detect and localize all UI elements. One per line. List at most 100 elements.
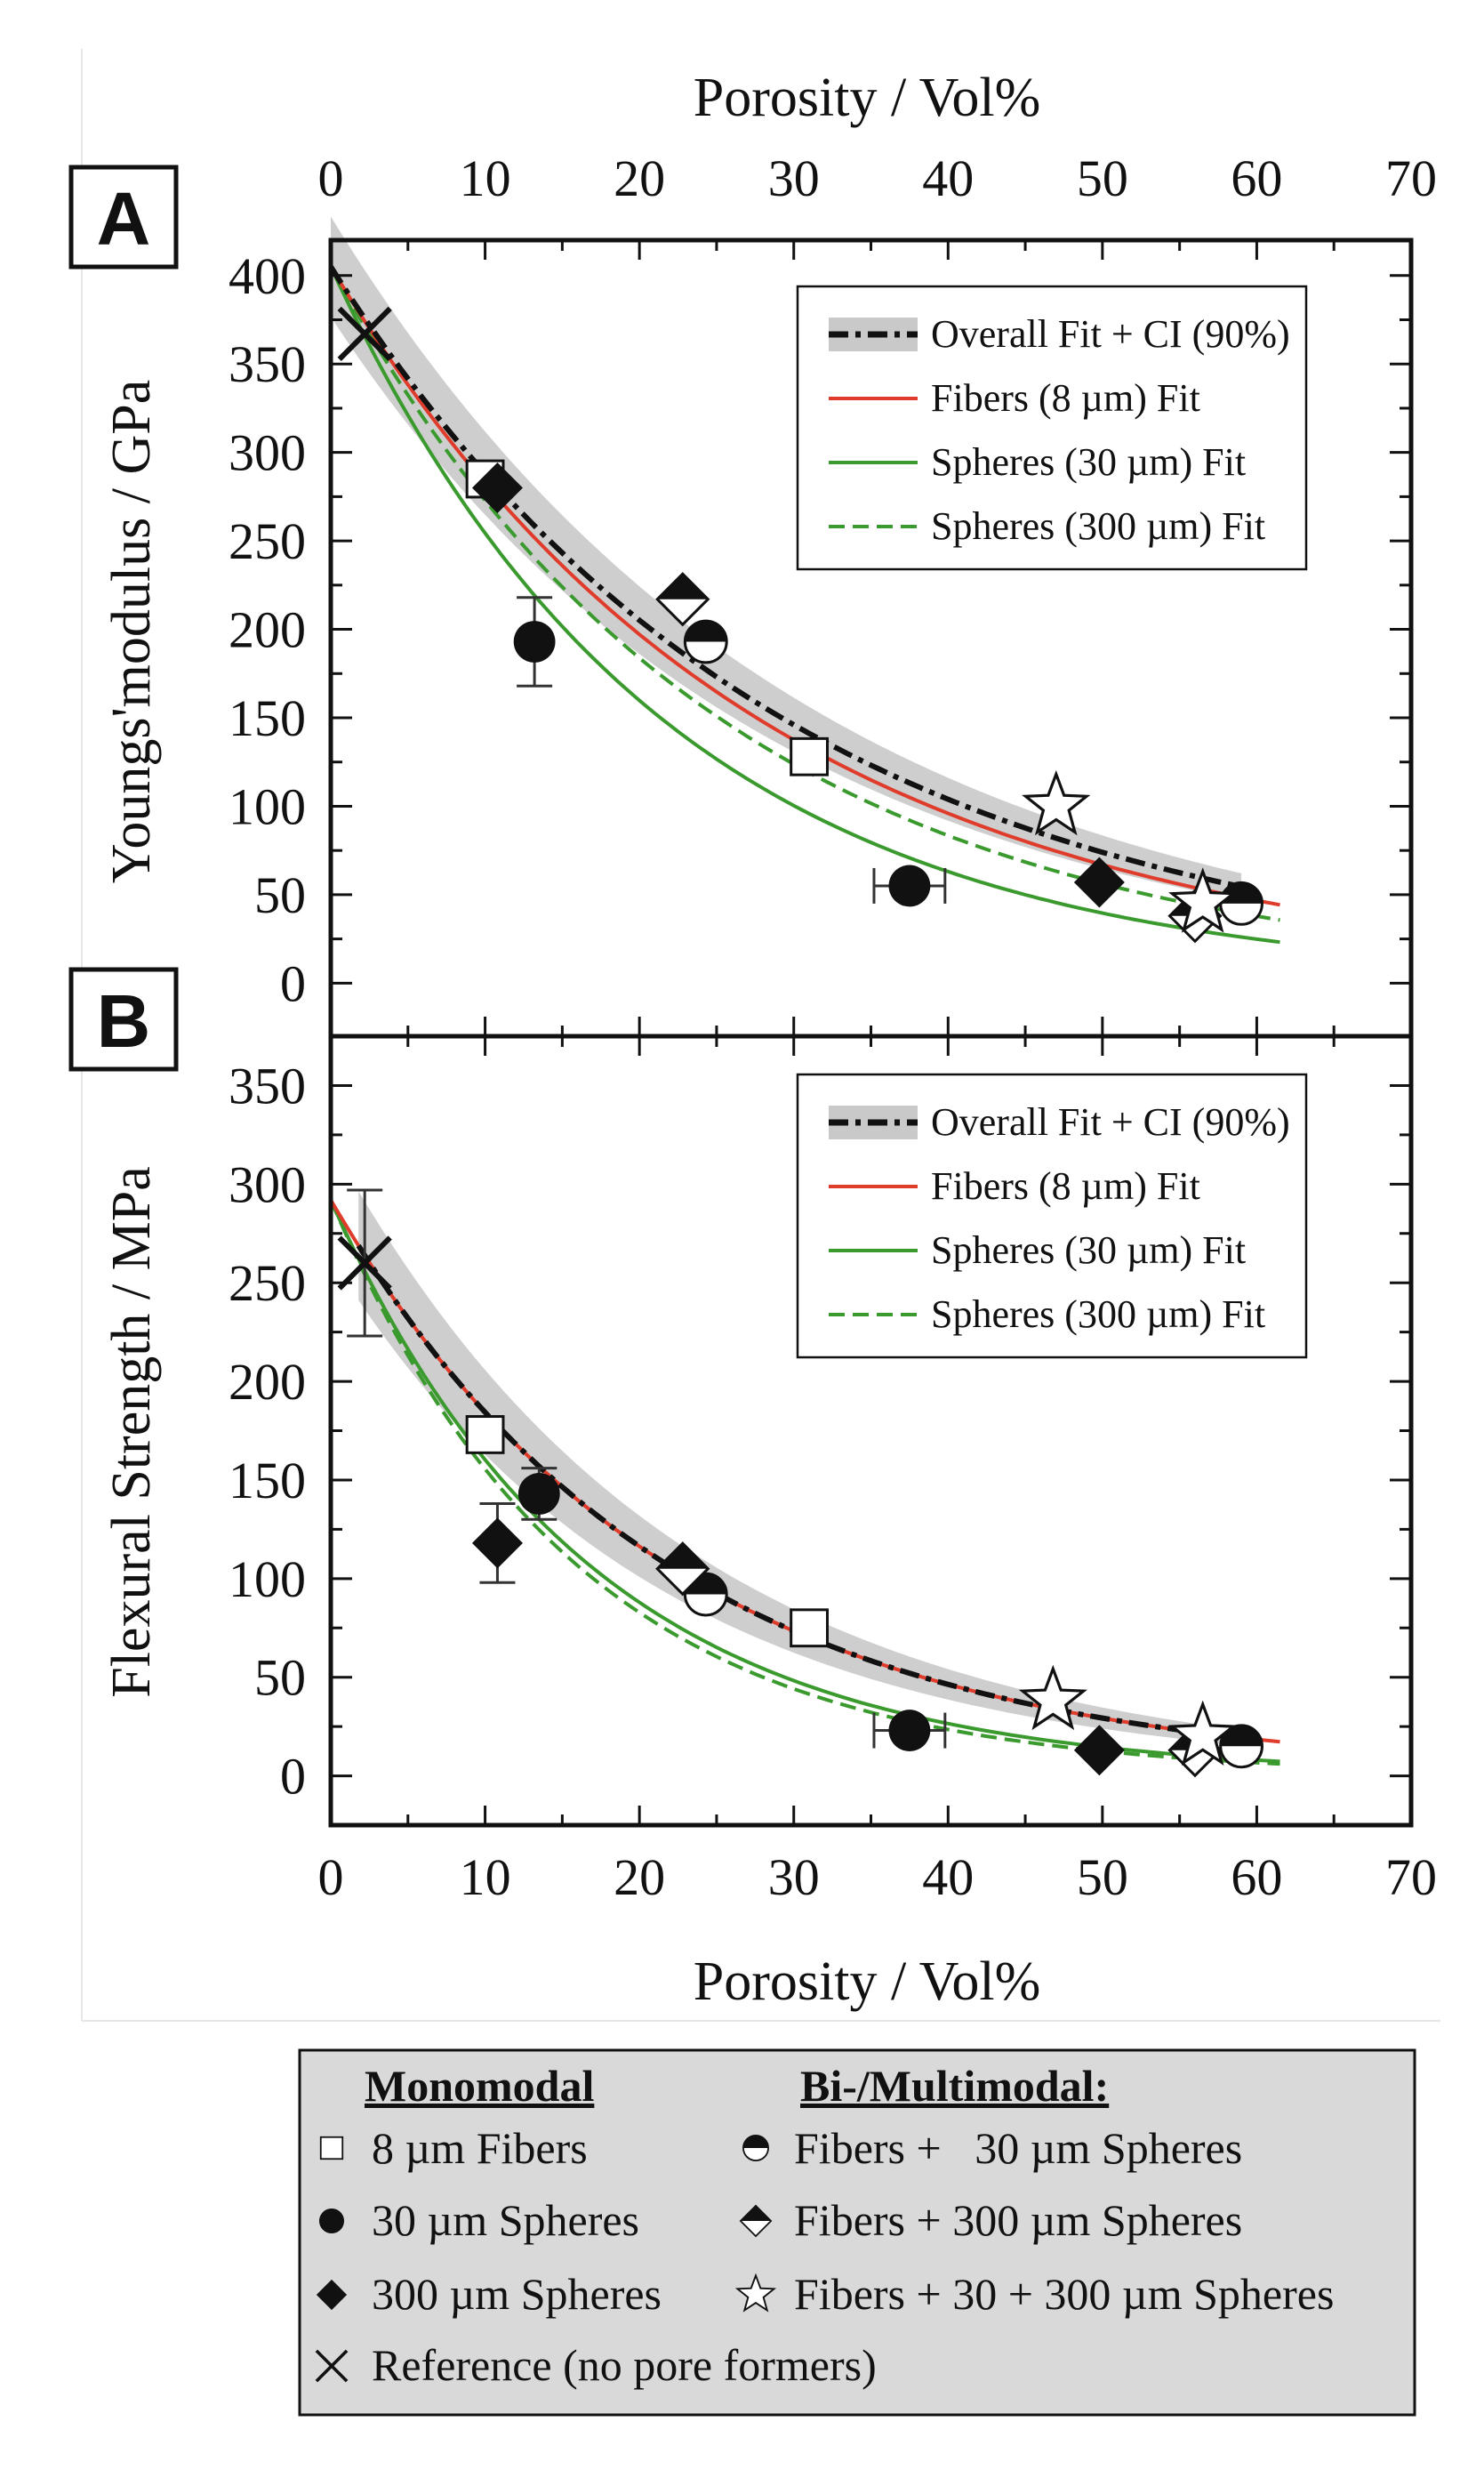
panel-a-letter: A [97,177,151,261]
panel-a-legend: Overall Fit + CI (90%) Fibers (8 µm) Fit… [796,285,1308,571]
fit-spheres300-line [329,1199,1280,1766]
key-label-reference: Reference (no pore formers) [372,2340,877,2390]
data-point-cross [337,1235,392,1291]
x-top-tick-label: 30 [768,149,820,207]
key-left-column [315,2136,349,2383]
x-tick-label: 70 [1385,1848,1437,1906]
data-point-filled-diamond [1073,857,1125,908]
y-tick-label: 250 [229,512,306,570]
panel-b-marker-layer [337,1235,1263,1778]
marker-key: Monomodal Bi-/Multimodal: 8 µm Fibers 30… [298,2048,1416,2417]
panel-b-y-axis-title: Flexural Strength / MPa [101,1166,162,1698]
panel-b-label: B [68,967,179,1072]
key-symbol-open-square [319,2136,344,2160]
legend-item-spheres300: Spheres (300 µm) Fit [931,504,1265,548]
key-heading-monomodal: Monomodal [365,2061,594,2111]
y-tick-label: 50 [254,866,306,924]
key-symbol-filled-circle [318,2208,345,2234]
data-point-open-square [790,1608,829,1648]
data-point-half-circle [1219,1724,1263,1769]
y-tick-label: 50 [254,1649,306,1707]
x-top-tick-label: 70 [1385,149,1437,207]
x-top-tick-label: 50 [1077,149,1128,207]
data-point-half-circle [683,619,728,664]
legend-item-spheres300: Spheres (300 µm) Fit [931,1292,1265,1336]
y-tick-label: 100 [229,1550,306,1608]
y-tick-label: 100 [229,777,306,835]
panel-b-plot: 0 10 20 30 40 50 60 70 0 50 100 150 200 250 300 350 Ove… [229,1034,1437,1906]
panel-b-axes-layer: 0 10 20 30 40 50 60 70 0 50 100 150 200 250 300 350 [229,1034,1437,1906]
data-point-open-star [1168,867,1238,933]
data-point-half-diamond [655,572,710,627]
x-tick-label: 0 [318,1848,344,1906]
x-tick-label: 30 [768,1848,820,1906]
panel-a-label: A [68,165,179,270]
x-top-tick-label: 10 [460,149,511,207]
key-symbol-half-diamond [739,2204,773,2238]
y-tick-label: 150 [229,689,306,747]
legend-item-overall: Overall Fit + CI (90%) [931,1100,1290,1144]
data-point-half-diamond [655,1541,710,1597]
y-tick-label: 0 [280,1748,306,1806]
x-top-tick-label: 40 [922,149,974,207]
x-tick-label: 40 [922,1848,974,1906]
x-top-tick-label: 0 [318,149,344,207]
y-tick-label: 250 [229,1254,306,1312]
data-point-open-square [465,1415,505,1454]
y-tick-label: 0 [280,954,306,1012]
y-tick-label: 150 [229,1452,306,1509]
panel-b-legend: Overall Fit + CI (90%) Fibers (8 µm) Fit… [796,1073,1308,1359]
y-tick-label: 300 [229,424,306,482]
y-tick-label: 200 [229,1353,306,1411]
data-point-open-star [1022,769,1091,836]
data-point-open-square [790,736,829,776]
y-tick-label: 300 [229,1155,306,1213]
x-tick-label: 60 [1231,1848,1282,1906]
data-point-filled-diamond [471,1517,523,1569]
key-heading-multimodal: Bi-/Multimodal: [800,2061,1109,2111]
panel-a-axes-layer: 0 10 20 30 40 50 60 70 0 50 100 150 200 250 300 350 400 [229,149,1437,1039]
data-point-half-circle [1219,881,1263,926]
panel-b-letter: B [97,979,151,1063]
x-tick-label: 10 [460,1848,511,1906]
data-point-filled-circle [888,1710,931,1751]
data-point-open-star [1168,1700,1238,1766]
key-symbol-filled-diamond [316,2279,348,2311]
key-right-column [734,2135,777,2313]
panel-a-marker-layer [337,306,1263,944]
panel-a-y-axis-title: Youngs'modulus / GPa [101,380,162,883]
legend-item-fibers: Fibers (8 µm) Fit [931,376,1200,420]
key-label-fibers-spheres300: Fibers + 300 µm Spheres [794,2195,1242,2245]
key-symbol-open-star [734,2273,777,2313]
legend-item-spheres30: Spheres (30 µm) Fit [931,1228,1246,1272]
y-tick-label: 400 [229,247,306,305]
x-top-tick-label: 60 [1231,149,1282,207]
y-tick-label: 350 [229,335,306,393]
bottom-x-axis-title: Porosity / Vol% [694,1951,1040,2012]
legend-item-fibers: Fibers (8 µm) Fit [931,1164,1200,1208]
x-tick-label: 50 [1077,1848,1128,1906]
key-label-fibers: 8 µm Fibers [372,2123,588,2173]
data-point-cross [337,306,392,362]
legend-item-spheres30: Spheres (30 µm) Fit [931,440,1246,484]
key-label-spheres300: 300 µm Spheres [372,2269,662,2319]
key-label-spheres30: 30 µm Spheres [372,2195,639,2245]
data-point-filled-circle [517,1473,560,1515]
key-label-fibers-spheres30: Fibers + 30 µm Spheres [794,2123,1242,2173]
data-point-filled-diamond [1073,1725,1125,1776]
top-x-axis-title: Porosity / Vol% [694,68,1040,128]
fit-spheres30-line [329,265,1280,945]
data-point-filled-circle [513,621,556,663]
data-point-filled-diamond [471,462,523,513]
legend-item-overall: Overall Fit + CI (90%) [931,312,1290,356]
key-symbol-cross [315,2349,349,2383]
y-tick-label: 200 [229,601,306,659]
data-point-open-star [1018,1664,1087,1731]
x-tick-label: 20 [614,1848,665,1906]
key-label-fibers-all: Fibers + 30 + 300 µm Spheres [794,2269,1334,2319]
x-top-tick-label: 20 [614,149,665,207]
data-point-filled-circle [888,865,931,907]
panel-a-plot: 0 10 20 30 40 50 60 70050100150200250300350400 … [229,149,1437,1039]
y-tick-label: 350 [229,1057,306,1114]
